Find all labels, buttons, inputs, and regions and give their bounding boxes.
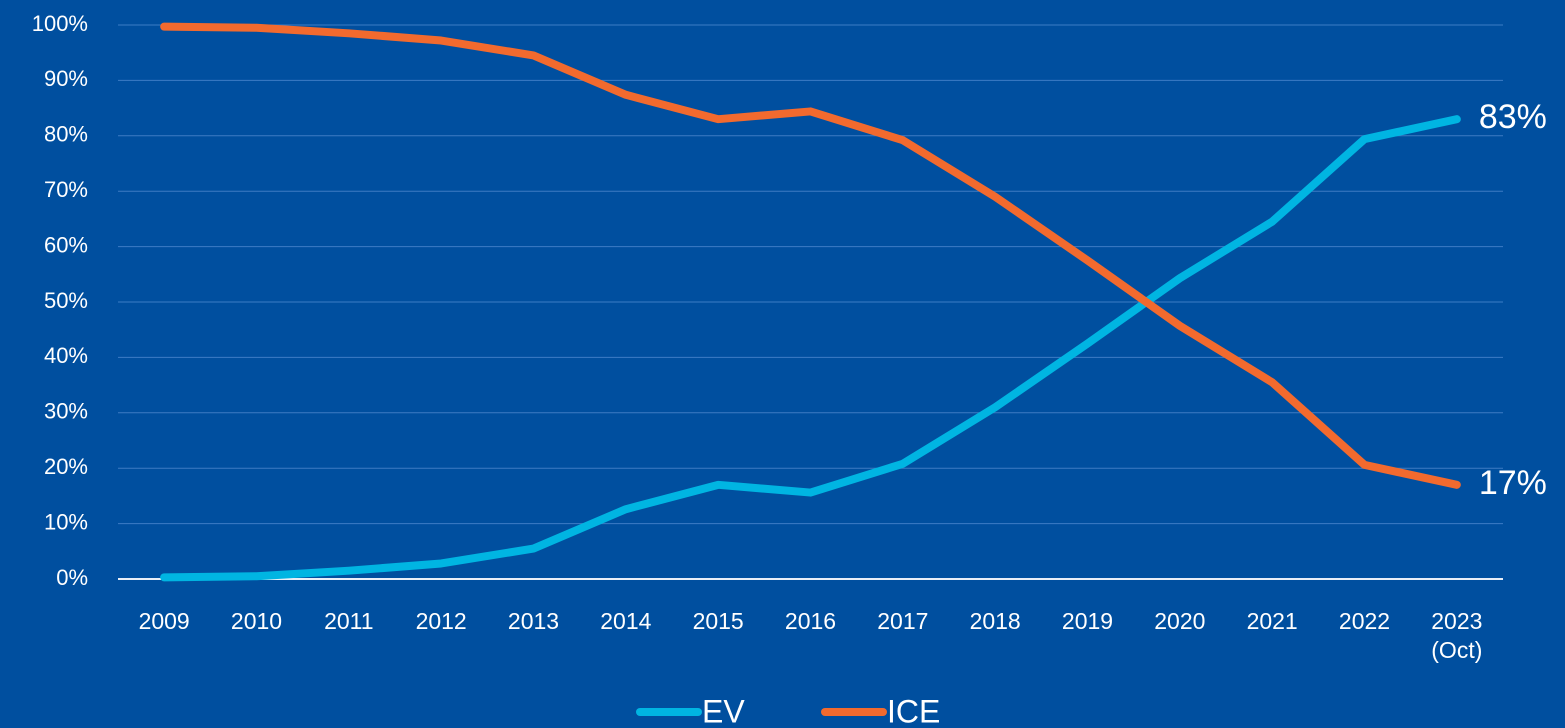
data-label: 83%: [1479, 98, 1547, 136]
legend-label: ICE: [887, 693, 940, 728]
x-tick-label: 2015: [692, 608, 744, 634]
y-tick-label: 0%: [56, 565, 88, 590]
x-tick-label: 2021: [1246, 608, 1298, 634]
y-tick-label: 100%: [32, 11, 88, 36]
data-label: 17%: [1479, 464, 1547, 502]
y-tick-label: 70%: [44, 177, 88, 202]
x-tick-label: 2009: [138, 608, 190, 634]
y-tick-label: 20%: [44, 454, 88, 479]
x-tick-label: 2020: [1154, 608, 1206, 634]
y-tick-label: 50%: [44, 288, 88, 313]
x-tick-label: 2010: [230, 608, 283, 634]
legend-label: EV: [702, 693, 745, 728]
y-tick-label: 10%: [44, 509, 88, 534]
line: [160, 115, 1461, 582]
x-tick-label: 2023 (Oct): [1431, 608, 1483, 663]
x-tick-label: 2016: [784, 608, 837, 634]
y-tick-label: 40%: [44, 343, 88, 368]
x-tick-label: 2022: [1338, 608, 1391, 634]
y-tick-label: 30%: [44, 399, 88, 424]
x-tick-label: 2014: [600, 608, 652, 634]
y-tick-label: 80%: [44, 122, 88, 147]
x-tick-label: 2012: [415, 608, 467, 634]
x-tick-label: 2013: [507, 608, 560, 634]
x-tick-label: 2018: [969, 608, 1021, 634]
y-tick-label: 90%: [44, 66, 88, 91]
line: [160, 22, 1461, 489]
y-tick-label: 60%: [44, 232, 88, 257]
x-tick-label: 2019: [1061, 608, 1114, 634]
x-tick-label: 2011: [324, 608, 374, 634]
x-tick-label: 2017: [877, 608, 929, 634]
